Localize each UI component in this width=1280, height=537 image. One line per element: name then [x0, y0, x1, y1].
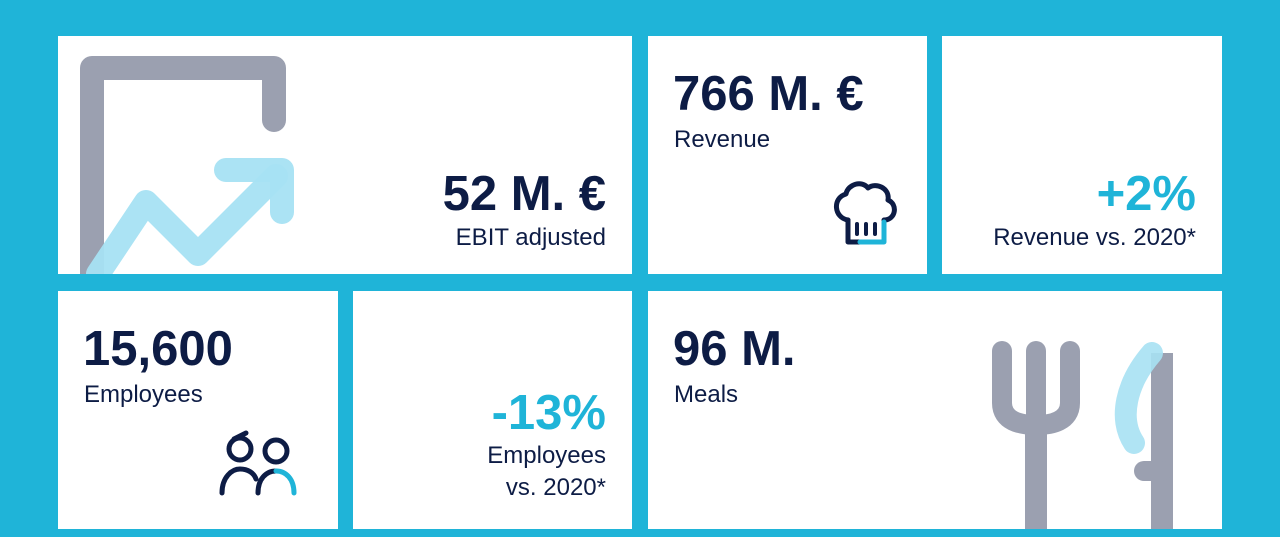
- revenue-change-tile: +2% Revenue vs. 2020*: [942, 36, 1222, 274]
- meals-label: Meals: [674, 381, 739, 408]
- revenue-value: 766 M. €: [673, 67, 864, 121]
- fork-knife-icon: [992, 341, 1173, 529]
- ebit-label: EBIT adjusted: [455, 224, 606, 251]
- revenue-tile: 766 M. € Revenue: [648, 36, 927, 274]
- employees-change-label-line2: vs. 2020*: [505, 474, 606, 501]
- chef-hat-icon: [834, 181, 897, 245]
- ebit-value: 52 M. €: [442, 167, 606, 221]
- employees-change-value: -13%: [491, 386, 606, 440]
- meals-tile: 96 M. Meals: [648, 291, 1222, 529]
- employees-tile: 15,600 Employees: [58, 291, 338, 529]
- meals-value: 96 M.: [673, 322, 796, 376]
- people-icon: [219, 430, 297, 496]
- employees-change-tile: -13% Employees vs. 2020*: [353, 291, 632, 529]
- revenue-change-label: Revenue vs. 2020*: [993, 224, 1196, 251]
- revenue-label: Revenue: [674, 126, 771, 153]
- growth-chart-icon: [80, 56, 294, 274]
- employees-change-label-line1: Employees: [487, 442, 606, 469]
- employees-label: Employees: [84, 381, 203, 408]
- revenue-change-value: +2%: [1096, 167, 1196, 221]
- employees-value: 15,600: [83, 322, 233, 376]
- ebit-tile: 52 M. € EBIT adjusted: [58, 36, 632, 274]
